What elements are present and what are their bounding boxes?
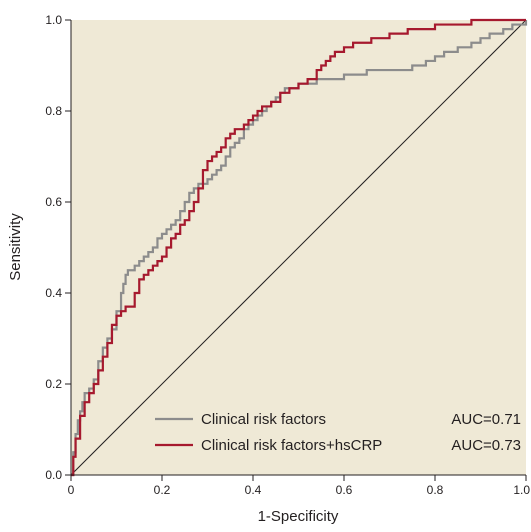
x-tick-label: 0.8 bbox=[427, 483, 444, 497]
axis-layer: 0.0 0.2 0.4 0.6 0.8 1.0 0 0.2 0.4 0.6 0.8 1.0 bbox=[45, 13, 530, 497]
x-tick-label: 1.0 bbox=[513, 483, 530, 497]
x-axis-title: 1-Specificity bbox=[258, 508, 339, 525]
y-axis-title: Sensitivity bbox=[7, 213, 24, 281]
y-tick-label: 0.8 bbox=[45, 104, 62, 118]
y-tick-label: 0.2 bbox=[45, 377, 62, 391]
x-tick-label: 0.4 bbox=[245, 483, 262, 497]
reference-diagonal-line bbox=[70, 19, 527, 476]
x-tick-label: 0.6 bbox=[336, 483, 353, 497]
y-tick-label: 0.6 bbox=[45, 195, 62, 209]
legend-label-2: Clinical risk factors+hsCRP bbox=[201, 437, 382, 454]
x-tick-label: 0.2 bbox=[154, 483, 171, 497]
y-tick-label: 0.0 bbox=[45, 468, 62, 482]
y-tick-label: 0.4 bbox=[45, 286, 62, 300]
y-tick-label: 1.0 bbox=[45, 13, 62, 27]
legend: Clinical risk factors AUC=0.71 Clinical ri… bbox=[155, 411, 521, 454]
legend-label-1: Clinical risk factors bbox=[201, 411, 326, 428]
x-tick-label: 0 bbox=[68, 483, 75, 497]
legend-auc-2: AUC=0.73 bbox=[451, 437, 521, 454]
legend-auc-1: AUC=0.71 bbox=[451, 411, 521, 428]
series-line-2 bbox=[71, 18, 526, 477]
series-layer bbox=[71, 18, 528, 477]
